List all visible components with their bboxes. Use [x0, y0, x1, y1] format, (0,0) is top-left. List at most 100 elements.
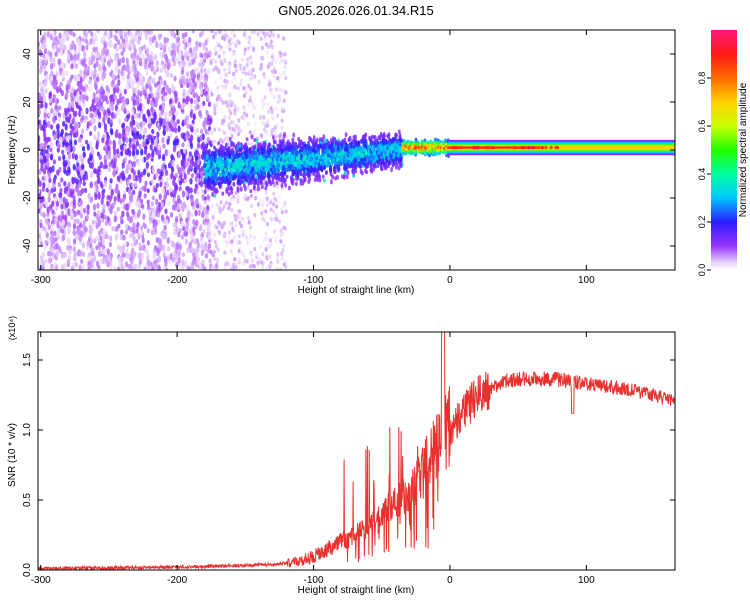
noise-cell — [166, 138, 170, 145]
noise-cell — [117, 30, 121, 36]
noise-cell — [205, 252, 209, 258]
noise-cell — [62, 44, 66, 51]
sparse-noise-cell — [265, 196, 269, 202]
sparse-noise-cell — [242, 105, 246, 110]
sparse-noise-cell — [251, 67, 255, 73]
noise-cell — [56, 228, 61, 234]
noise-cell — [56, 233, 60, 239]
sparse-noise-cell — [263, 36, 267, 42]
noise-cell — [41, 186, 45, 193]
noise-cell — [40, 256, 44, 263]
noise-cell — [172, 43, 176, 51]
sparse-noise-cell — [279, 72, 283, 78]
noise-cell — [73, 251, 77, 259]
noise-cell — [116, 148, 120, 155]
noise-cell — [173, 50, 177, 58]
noise-cell — [131, 108, 135, 115]
noise-cell — [118, 132, 122, 140]
noise-cell — [206, 194, 210, 201]
noise-cell — [141, 105, 145, 111]
noise-cell — [70, 191, 74, 198]
noise-cell — [186, 221, 190, 228]
noise-cell — [196, 177, 200, 184]
noise-cell — [150, 100, 154, 108]
noise-cell — [108, 241, 112, 248]
noise-cell — [196, 142, 201, 149]
noise-cell — [148, 36, 153, 43]
noise-cell — [200, 248, 204, 257]
sparse-noise-cell — [230, 239, 234, 244]
noise-cell — [48, 257, 52, 264]
sparse-noise-cell — [252, 113, 255, 119]
sparse-noise-cell — [234, 43, 238, 48]
noise-cell — [109, 252, 113, 260]
noise-cell — [60, 128, 64, 135]
sparse-noise-cell — [274, 235, 278, 241]
noise-cell — [60, 228, 64, 234]
sparse-noise-cell — [228, 47, 232, 52]
noise-cell — [178, 62, 182, 68]
noise-cell — [101, 193, 105, 200]
noise-cell — [122, 97, 126, 104]
noise-cell — [202, 206, 206, 212]
sparse-noise-cell — [230, 100, 234, 106]
noise-cell — [172, 85, 176, 92]
noise-cell — [146, 188, 150, 194]
band-cell — [217, 141, 221, 146]
sparse-noise-cell — [223, 250, 227, 255]
noise-cell — [50, 265, 54, 270]
noise-cell — [129, 76, 133, 84]
band-cell — [331, 174, 335, 180]
noise-cell — [72, 199, 76, 206]
sparse-noise-cell — [280, 118, 284, 124]
band-cell — [288, 185, 291, 191]
noise-cell — [89, 131, 93, 136]
noise-cell — [193, 167, 197, 173]
noise-cell — [170, 166, 175, 173]
noise-cell — [180, 234, 184, 240]
sparse-noise-cell — [257, 79, 261, 84]
sparse-noise-cell — [221, 86, 225, 91]
noise-cell — [90, 56, 95, 62]
band-cell — [227, 186, 231, 191]
noise-cell — [161, 232, 165, 239]
noise-cell — [132, 59, 136, 65]
noise-cell — [69, 123, 73, 129]
noise-cell — [86, 240, 90, 246]
noise-cell — [46, 153, 50, 160]
noise-cell — [43, 43, 47, 50]
noise-cell — [128, 216, 132, 224]
noise-cell — [92, 264, 96, 270]
noise-cell — [150, 228, 154, 236]
sparse-noise-cell — [212, 34, 215, 40]
band-cell — [334, 176, 337, 181]
noise-cell — [208, 50, 212, 57]
noise-cell — [160, 108, 165, 115]
noise-cell — [182, 88, 186, 95]
noise-cell — [120, 150, 124, 157]
noise-cell — [62, 33, 66, 41]
noise-cell — [59, 87, 63, 93]
noise-cell — [178, 243, 182, 251]
noise-cell — [154, 82, 158, 88]
noise-cell — [120, 229, 124, 235]
noise-cell — [153, 111, 157, 119]
sparse-noise-cell — [234, 222, 238, 228]
sparse-noise-cell — [272, 32, 276, 38]
noise-cell — [59, 187, 63, 193]
noise-cell — [54, 104, 58, 110]
sparse-noise-cell — [214, 44, 218, 50]
noise-cell — [155, 236, 159, 244]
noise-cell — [95, 96, 99, 103]
sparse-noise-cell — [243, 47, 247, 52]
noise-cell — [64, 252, 68, 258]
sparse-noise-cell — [232, 51, 236, 56]
noise-cell — [133, 35, 138, 43]
noise-cell — [162, 123, 166, 130]
noise-cell — [78, 250, 82, 257]
sparse-noise-cell — [246, 140, 250, 146]
noise-cell — [194, 67, 198, 74]
sparse-noise-cell — [271, 116, 275, 121]
noise-cell — [50, 107, 54, 114]
noise-cell — [44, 239, 48, 246]
